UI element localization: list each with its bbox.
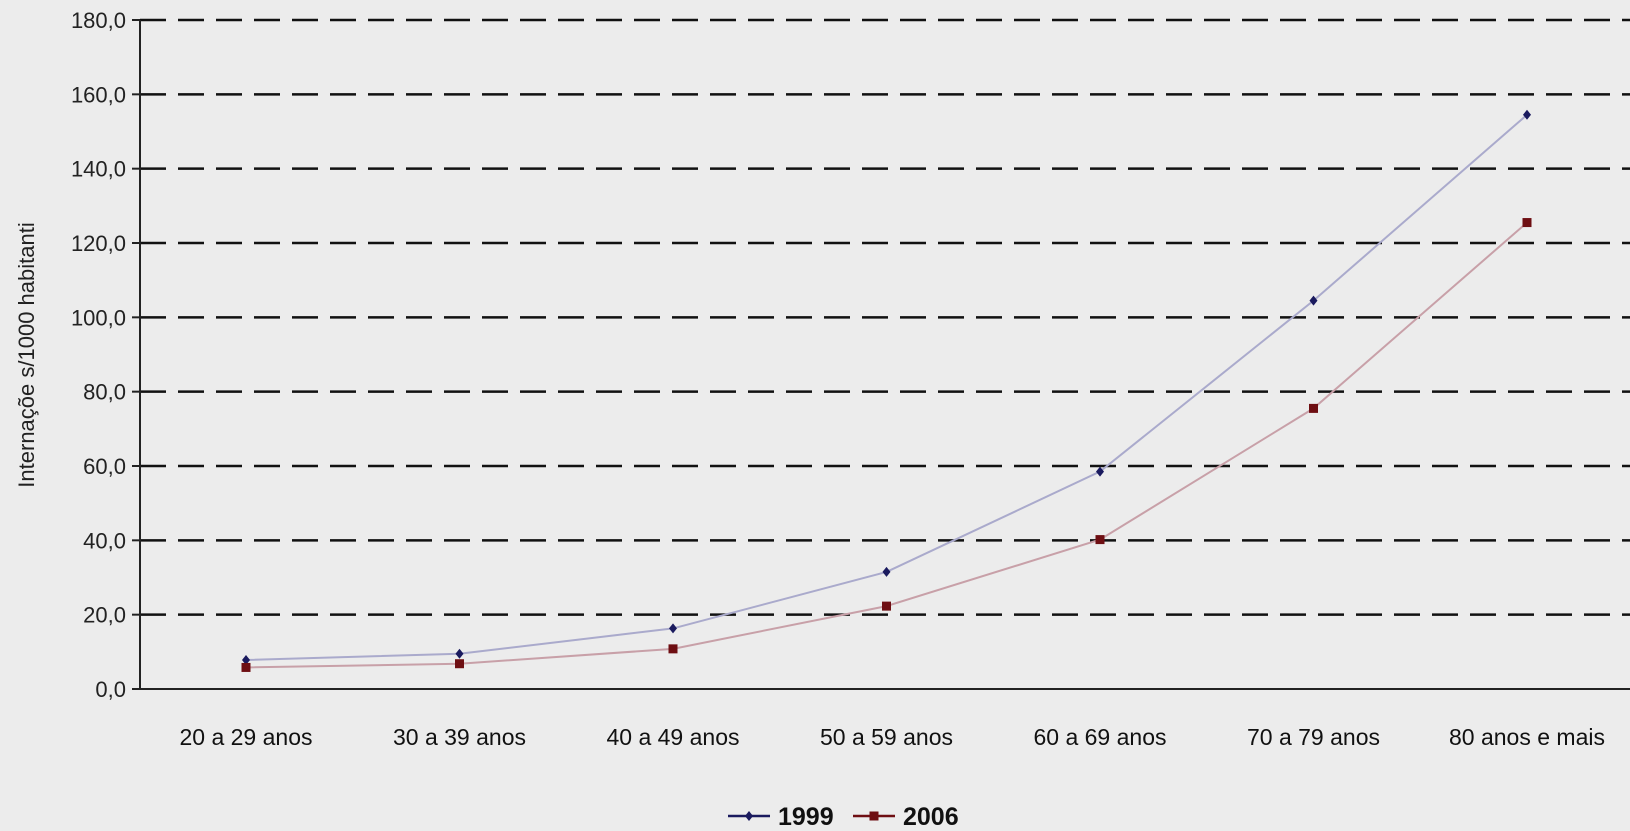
data-point (1523, 109, 1531, 120)
grid-lines (140, 18, 1630, 616)
data-point (1522, 218, 1532, 228)
y-tick-label: 140,0 (71, 157, 126, 182)
y-axis-label: Internaçõe s/1000 habitanti (14, 222, 39, 487)
y-tick-label: 40,0 (83, 528, 126, 553)
data-point (1096, 466, 1104, 477)
x-tick-label: 40 a 49 anos (606, 724, 739, 750)
y-tick-label: 160,0 (71, 82, 126, 107)
data-point (669, 623, 677, 634)
data-point (668, 644, 678, 654)
series-1999 (242, 109, 1531, 666)
y-tick-label: 120,0 (71, 231, 126, 256)
y-tick-label: 60,0 (83, 454, 126, 479)
series-line (245, 114, 1528, 662)
series-layer (241, 109, 1532, 672)
legend-label: 2006 (903, 803, 959, 831)
legend-marker (869, 811, 879, 821)
legend-marker (745, 811, 753, 821)
data-point (882, 601, 891, 611)
data-point (882, 566, 891, 577)
x-tick-labels: 20 a 29 anos 30 a 39 anos 40 a 49 anos 50 a… (179, 724, 1605, 750)
data-point (242, 655, 250, 666)
x-tick-label: 30 a 39 anos (393, 724, 526, 750)
data-point (455, 648, 464, 659)
series-2006 (241, 218, 1532, 672)
data-point (1095, 535, 1105, 545)
data-point (455, 659, 464, 669)
data-point (1309, 403, 1318, 413)
legend-item-2006: 2006 (853, 803, 959, 831)
y-tick-label: 80,0 (83, 380, 126, 405)
legend: 1999 2006 (728, 803, 959, 831)
y-tick-labels: 0,0 20,0 40,0 60,0 80,0 100,0 120,0 140,0 160,0 1… (71, 8, 140, 702)
x-tick-label: 80 anos e mais (1449, 724, 1605, 750)
x-tick-label: 50 a 59 anos (820, 724, 953, 750)
y-tick-label: 100,0 (71, 305, 126, 330)
y-tick-label: 0,0 (95, 677, 126, 702)
data-point (241, 662, 251, 672)
axes (139, 20, 1630, 690)
data-point (1309, 295, 1318, 306)
x-tick-label: 60 a 69 anos (1033, 724, 1166, 750)
x-tick-label: 70 a 79 anos (1247, 724, 1380, 750)
legend-label: 1999 (778, 803, 834, 831)
x-tick-label: 20 a 29 anos (179, 724, 312, 750)
y-tick-label: 20,0 (83, 603, 126, 628)
legend-item-1999: 1999 (728, 803, 834, 831)
series-line (245, 221, 1528, 669)
y-tick-label: 180,0 (71, 8, 126, 33)
